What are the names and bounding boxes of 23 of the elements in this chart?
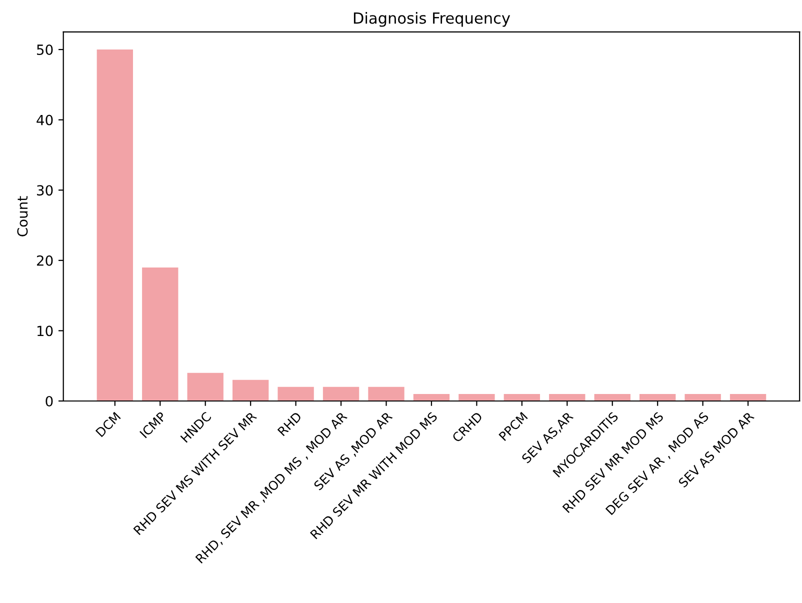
y-tick-label: 20 [36,255,53,266]
bar [368,386,404,401]
bar [322,386,360,401]
bar [640,394,676,401]
bar [278,386,314,401]
chart-title: Diagnosis Frequency [354,12,510,27]
y-tick-label: 30 [37,185,53,196]
y-tick-label: 10 [37,326,53,336]
bar [684,394,721,401]
bar [96,50,133,401]
bar [187,372,224,401]
bar [594,394,630,401]
bar [504,394,540,401]
y-tick-label: 50 [37,44,53,56]
y-tick-label: 40 [36,114,53,126]
bar [458,394,495,401]
bar [549,394,586,401]
bar [142,267,178,401]
y-axis-title: Count [17,196,28,236]
bar [413,394,450,401]
bar [730,394,766,401]
bar [232,380,269,401]
y-tick-label: 0 [46,396,53,406]
